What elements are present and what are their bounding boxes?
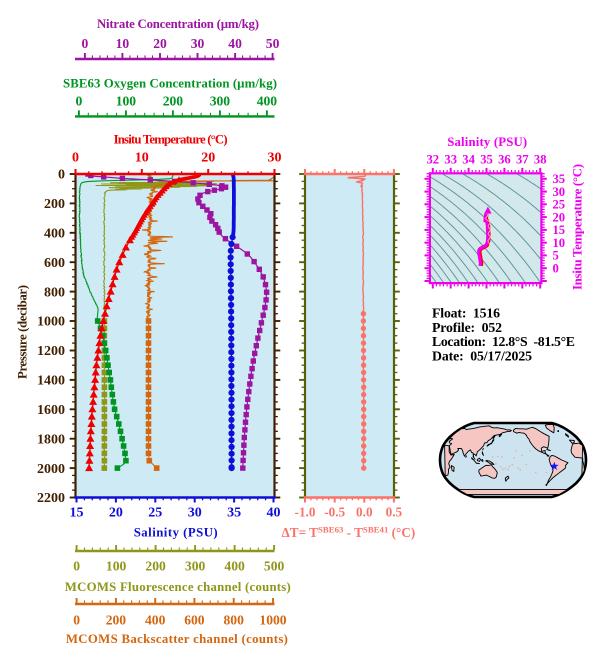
svg-text:30: 30 [191,36,205,51]
svg-text:0: 0 [72,151,79,166]
svg-text:Float: 1516: Float: 1516 [432,305,500,320]
svg-text:Profile: 052: Profile: 052 [432,320,502,335]
svg-text:SBE63 Oxygen Concentration (µm: SBE63 Oxygen Concentration (µm/kg) [63,77,277,91]
svg-text:0.0: 0.0 [356,504,373,519]
svg-text:400: 400 [145,613,166,628]
svg-text:25: 25 [148,505,162,520]
svg-text:1400: 1400 [37,374,65,389]
svg-text:0: 0 [73,613,80,628]
svg-text:800: 800 [44,285,65,300]
svg-text:35: 35 [227,505,241,520]
svg-text:5: 5 [553,249,559,263]
svg-text:0.5: 0.5 [386,504,403,519]
svg-text:Salinity (PSU): Salinity (PSU) [447,135,527,149]
svg-text:300: 300 [210,93,231,108]
svg-text:35: 35 [553,172,566,186]
svg-text:32: 32 [427,152,440,166]
svg-text:600: 600 [184,613,205,628]
svg-text:1200: 1200 [37,344,65,359]
svg-text:Insitu Temperature (°C): Insitu Temperature (°C) [114,133,228,147]
svg-text:20: 20 [109,505,123,520]
svg-text:200: 200 [163,93,184,108]
svg-text:100: 100 [116,93,137,108]
svg-text:10: 10 [135,151,149,166]
svg-text:-0.5: -0.5 [324,504,345,519]
svg-text:0: 0 [76,93,83,108]
svg-text:20: 20 [201,151,215,166]
svg-text:200: 200 [145,558,166,573]
svg-text:400: 400 [257,93,278,108]
svg-text:-1.0: -1.0 [295,504,316,519]
svg-text:20: 20 [153,36,167,51]
svg-text:0: 0 [73,558,80,573]
svg-text:30: 30 [188,505,202,520]
svg-text:15: 15 [553,223,566,237]
svg-text:Salinity (PSU): Salinity (PSU) [134,526,218,540]
svg-text:100: 100 [106,558,127,573]
svg-text:Pressure (decibar): Pressure (decibar) [16,285,30,379]
svg-text:36: 36 [498,152,511,166]
svg-text:Location: 12.8°S -81.5°E: Location: 12.8°S -81.5°E [432,334,575,349]
svg-text:2000: 2000 [37,462,65,477]
svg-text:37: 37 [516,152,529,166]
svg-text:Date: 05/17/2025: Date: 05/17/2025 [432,349,532,364]
svg-text:1000: 1000 [259,613,286,628]
svg-text:40: 40 [267,505,281,520]
svg-text:15: 15 [70,505,84,520]
svg-text:33: 33 [444,152,457,166]
svg-text:300: 300 [185,558,206,573]
svg-text:40: 40 [228,36,242,51]
svg-text:30: 30 [553,185,566,199]
svg-text:ΔT= TSBE63 - TSBE41 (°C): ΔT= TSBE63 - TSBE41 (°C) [282,524,416,540]
svg-text:10: 10 [116,36,130,51]
svg-text:Insitu Temperature (°C): Insitu Temperature (°C) [571,164,585,290]
svg-text:200: 200 [106,613,127,628]
svg-text:1600: 1600 [37,403,65,418]
svg-text:800: 800 [224,613,245,628]
svg-text:400: 400 [224,558,245,573]
svg-text:1800: 1800 [37,432,65,447]
svg-text:2200: 2200 [37,491,65,506]
svg-text:10: 10 [553,236,566,250]
svg-text:34: 34 [462,152,475,166]
svg-text:50: 50 [266,36,280,51]
svg-text:20: 20 [553,210,566,224]
svg-text:Nitrate Concentration (µm/kg): Nitrate Concentration (µm/kg) [97,17,259,31]
svg-text:0: 0 [82,36,89,51]
svg-text:MCOMS Fluorescence channel (co: MCOMS Fluorescence channel (counts) [65,580,291,594]
svg-text:200: 200 [44,197,65,212]
svg-text:MCOMS Backscatter channel (cou: MCOMS Backscatter channel (counts) [66,632,288,646]
svg-text:400: 400 [44,227,65,242]
svg-text:0: 0 [58,168,65,183]
svg-text:1000: 1000 [37,315,65,330]
svg-text:600: 600 [44,256,65,271]
svg-text:0: 0 [553,262,559,276]
svg-text:30: 30 [268,151,282,166]
svg-text:25: 25 [553,198,566,212]
svg-text:38: 38 [534,152,547,166]
svg-text:35: 35 [480,152,493,166]
svg-text:500: 500 [264,558,285,573]
